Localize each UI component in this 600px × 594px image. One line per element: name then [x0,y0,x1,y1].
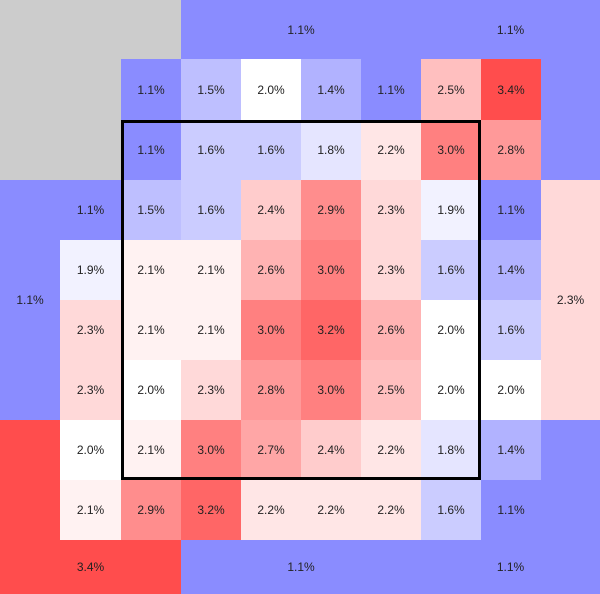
heatmap-cell: 1.9% [60,240,121,300]
heatmap-cell: 2.0% [481,360,541,420]
heatmap-cell: 1.6% [181,120,241,180]
heatmap-cell: 2.6% [241,240,301,300]
heatmap-cell: 2.3% [361,240,421,300]
heatmap-cell: 3.0% [181,420,241,480]
heatmap-cell: 2.2% [241,480,301,540]
heatmap-cell: 2.9% [121,480,181,540]
heatmap-cell: 2.5% [361,360,421,420]
heatmap-cell: 2.0% [241,59,301,120]
heatmap-cell: 1.8% [421,420,481,480]
heatmap-cell: 2.1% [181,300,241,360]
heatmap-cell: 2.1% [121,420,181,480]
heatmap-cell: 3.0% [421,120,481,180]
heatmap-cell: 1.4% [301,59,361,120]
heatmap-cell: 2.8% [481,120,541,180]
heatmap-cell: 3.2% [301,300,361,360]
heatmap-cell: 1.1% [181,540,421,594]
heatmap-cell: 2.3% [541,180,600,420]
heatmap-cell: 1.6% [421,480,481,540]
heatmap-cell: 1.1% [181,0,421,59]
heatmap-cell: 2.1% [181,240,241,300]
heatmap-cell: 3.4% [481,59,541,120]
heatmap-cell [0,120,121,180]
heatmap-cell: 3.2% [181,480,241,540]
heatmap-cell [0,420,60,540]
heatmap-cell: 1.6% [181,180,241,240]
heatmap-cell: 2.3% [60,300,121,360]
heatmap-cell: 1.8% [301,120,361,180]
heatmap-cell [541,420,600,540]
heatmap-cell: 2.0% [421,300,481,360]
heatmap-cell: 3.4% [0,540,181,594]
heatmap-cell: 2.3% [181,360,241,420]
heatmap-cell: 1.1% [361,59,421,120]
heatmap-cell: 1.1% [421,0,600,59]
heatmap-cell: 1.4% [481,240,541,300]
heatmap-cell: 1.6% [421,240,481,300]
heatmap-cell: 2.2% [361,120,421,180]
heatmap-cell: 2.1% [121,240,181,300]
heatmap-cell: 2.5% [421,59,481,120]
heatmap-cell: 2.8% [241,360,301,420]
heatmap-cell: 2.2% [301,480,361,540]
heatmap-cell: 1.9% [421,180,481,240]
heatmap-cell: 2.9% [301,180,361,240]
heatmap-cell: 1.5% [121,180,181,240]
heatmap-cell: 1.1% [121,120,181,180]
heatmap-cell: 2.0% [421,360,481,420]
heatmap-cell: 2.0% [60,420,121,480]
heatmap-cell: 3.0% [241,300,301,360]
heatmap-cell: 2.2% [361,420,421,480]
heatmap-cell: 1.1% [60,180,121,240]
heatmap-cell: 2.6% [361,300,421,360]
heatmap-cell: 2.4% [301,420,361,480]
heatmap-cell: 1.5% [181,59,241,120]
heatmap-cell: 1.1% [121,59,181,120]
heatmap-cell: 2.3% [60,360,121,420]
heatmap-cell: 1.1% [481,480,541,540]
heatmap-cell: 3.0% [301,360,361,420]
heatmap-cell: 2.1% [121,300,181,360]
heatmap-cell: 2.3% [361,180,421,240]
heatmap-cell: 1.6% [241,120,301,180]
heatmap-cell: 2.4% [241,180,301,240]
heatmap-cell: 1.4% [481,420,541,480]
heatmap-cell: 2.2% [361,480,421,540]
heatmap-cell: 2.0% [121,360,181,420]
heatmap-cell: 1.6% [481,300,541,360]
heatmap-cell: 3.0% [301,240,361,300]
heatmap-cell: 1.1% [0,180,60,420]
heatmap-cell: 1.1% [481,180,541,240]
heatmap-cell [541,59,600,180]
heatmap-cell: 2.7% [241,420,301,480]
heatmap-cell: 1.1% [421,540,600,594]
heatmap-cell: 2.1% [60,480,121,540]
